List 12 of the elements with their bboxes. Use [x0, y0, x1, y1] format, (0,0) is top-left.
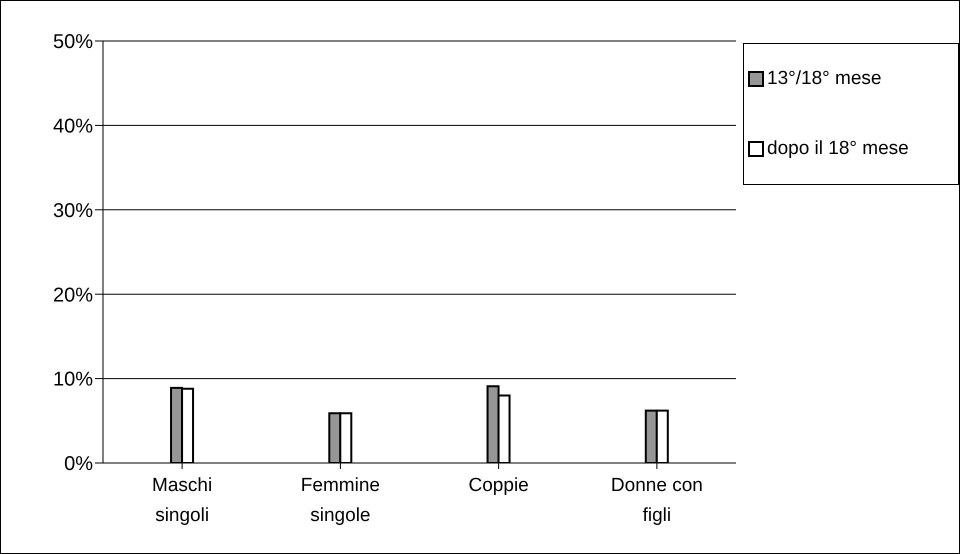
y-tick-label: 40%: [52, 116, 94, 138]
x-tick-label: Femmine singole: [300, 475, 380, 526]
legend-label: dopo il 18° mese: [767, 138, 909, 160]
y-tick-label: 50%: [52, 31, 94, 54]
y-tick-label: 30%: [52, 200, 94, 222]
x-tick-label: Maschi singoli: [152, 475, 212, 526]
y-tick-label: 20%: [52, 284, 94, 306]
legend-label: 13°/18° mese: [767, 68, 882, 90]
x-tick-label: Donne con figli: [610, 475, 703, 526]
y-tick-label: 0%: [64, 453, 94, 476]
x-tick-label: Coppie: [468, 475, 529, 496]
y-tick-label: 10%: [52, 368, 94, 391]
